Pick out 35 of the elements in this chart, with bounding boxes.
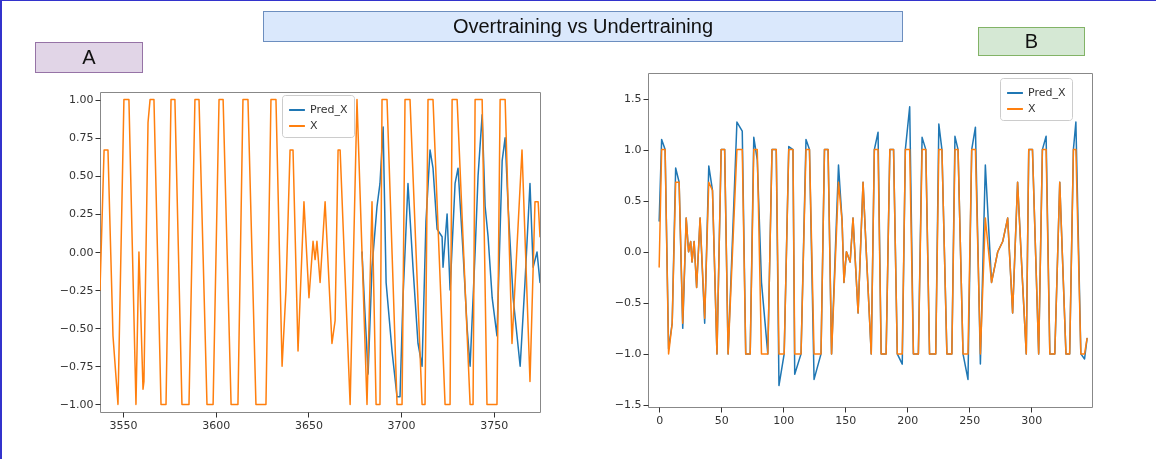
x-tick-label: 100 [773, 413, 795, 427]
x-tick-label: 300 [1021, 413, 1043, 427]
y-tick-label: 1.5 [624, 92, 642, 106]
x-tick-label: 3650 [294, 418, 323, 432]
chart-title: B [978, 27, 1085, 56]
y-tick-label: 0.50 [69, 169, 94, 183]
x-tick-label: 50 [714, 413, 729, 427]
y-tick-label: −1.0 [614, 347, 642, 361]
text: Overtraining vs Undertraining [263, 11, 903, 42]
y-tick-label: −1.5 [614, 398, 642, 412]
x-tick-label: 3750 [480, 418, 509, 432]
x-tick-label: 3700 [387, 418, 416, 432]
y-tick-label: −0.50 [59, 321, 94, 335]
y-tick-label: −1.00 [59, 397, 94, 411]
legend-label: Pred_X [1028, 86, 1066, 99]
y-tick-label: −0.5 [614, 296, 642, 310]
x-tick-label: 150 [835, 413, 857, 427]
y-tick-label: 1.0 [624, 143, 642, 157]
y-tick-label: 0.00 [69, 245, 94, 259]
y-tick-label: 0.5 [624, 194, 642, 208]
legend-label: Pred_X [310, 103, 348, 116]
chart-title: A [35, 42, 143, 73]
x-tick-label: 3600 [202, 418, 231, 432]
y-tick-label: 0.0 [624, 245, 642, 259]
x-tick-label: 200 [897, 413, 919, 427]
legend-label: X [1028, 102, 1036, 115]
y-tick-label: 1.00 [69, 93, 94, 107]
y-tick-label: 0.25 [69, 207, 94, 221]
x-tick-label: 0 [656, 413, 664, 427]
y-tick-label: −0.75 [59, 359, 94, 373]
x-tick-label: 250 [959, 413, 981, 427]
y-tick-label: 0.75 [69, 131, 94, 145]
legend-label: X [310, 119, 318, 132]
y-tick-label: −0.25 [59, 283, 94, 297]
x-tick-label: 3550 [109, 418, 138, 432]
